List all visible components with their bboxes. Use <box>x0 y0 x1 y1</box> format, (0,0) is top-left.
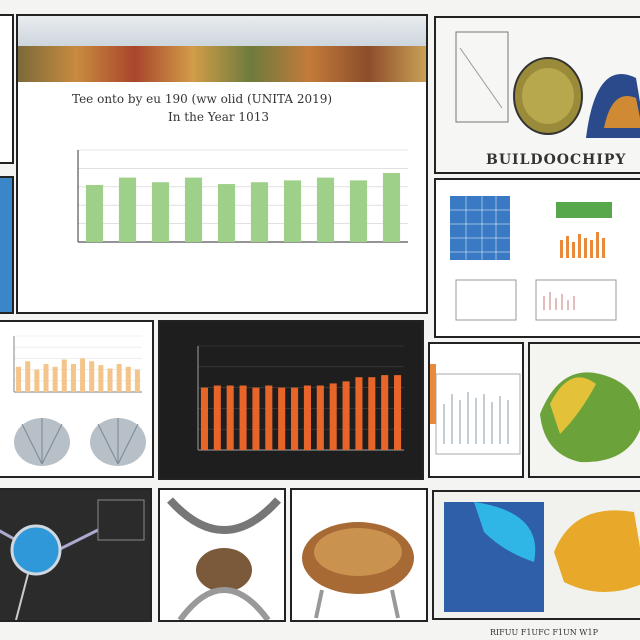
brain-drawing <box>302 522 414 619</box>
medical-render <box>434 492 640 618</box>
bar <box>34 369 40 392</box>
bar <box>61 359 67 392</box>
schematic-graphics <box>430 364 521 455</box>
bar <box>70 364 76 392</box>
bar <box>265 385 273 450</box>
bar <box>250 182 269 242</box>
bar <box>342 381 350 450</box>
bar <box>107 368 113 392</box>
bar <box>303 385 311 450</box>
main-chart-panel: Tee onto by eu 190 (ww olid (UNITA 2019)… <box>16 14 428 314</box>
chart-title-line2: In the Year 1013 <box>168 110 269 124</box>
main-bar-chart <box>77 149 408 243</box>
blue-globe-illustration <box>0 499 145 620</box>
dark-chart-panel <box>158 320 424 480</box>
small-bar-chart <box>13 335 142 393</box>
schematic-panel <box>428 342 524 478</box>
shell-drawing-panel <box>158 488 286 622</box>
medical-render-panel <box>432 490 640 620</box>
orange-bar-chart <box>197 345 404 451</box>
bar <box>80 358 86 392</box>
bar <box>394 375 402 450</box>
bar <box>291 387 299 450</box>
organ-illustration <box>530 344 640 476</box>
footer-text: RIFUU F1UFC F1UN W1P <box>490 628 598 637</box>
bar <box>283 180 302 242</box>
decorative-banner <box>18 16 426 82</box>
bar <box>252 387 260 450</box>
bar <box>85 184 104 242</box>
bar <box>349 180 368 242</box>
bar <box>184 177 203 242</box>
bar <box>368 377 376 450</box>
bar <box>52 366 58 392</box>
small-chart-panel <box>0 320 154 478</box>
bar <box>134 369 140 392</box>
bar <box>116 364 122 392</box>
bar <box>118 177 137 242</box>
brain-drawing-panel <box>290 488 428 622</box>
dashboard-graphics <box>450 196 617 321</box>
shell-illustrations <box>14 418 146 466</box>
bar <box>25 361 31 392</box>
bar <box>16 366 22 392</box>
bar <box>329 383 337 450</box>
bar <box>98 365 104 392</box>
bar <box>239 385 247 450</box>
bar <box>200 387 208 450</box>
organ-panel <box>528 342 640 478</box>
shell-drawing <box>167 497 281 620</box>
bar <box>316 385 324 450</box>
data-dashboard-panel <box>434 178 640 338</box>
bar <box>381 375 389 450</box>
left-edge-tile-blue <box>0 176 14 314</box>
bar <box>213 385 221 450</box>
bar <box>382 173 401 242</box>
bar <box>125 366 131 392</box>
bar <box>89 361 95 392</box>
anatomy-illustration <box>436 18 640 172</box>
anatomy-panel: BUILDOOCHIPY <box>434 16 640 174</box>
bar <box>217 184 236 242</box>
bar <box>355 377 363 450</box>
anatomy-caption: BUILDOOCHIPY <box>486 152 627 168</box>
bar <box>278 387 286 450</box>
blue-globe-panel <box>0 488 152 622</box>
left-edge-tile <box>0 14 14 164</box>
bar <box>226 385 234 450</box>
bar <box>151 182 170 242</box>
chart-title-line1: Tee onto by eu 190 (ww olid (UNITA 2019) <box>72 92 333 106</box>
bar <box>43 364 49 392</box>
bar <box>316 177 335 242</box>
